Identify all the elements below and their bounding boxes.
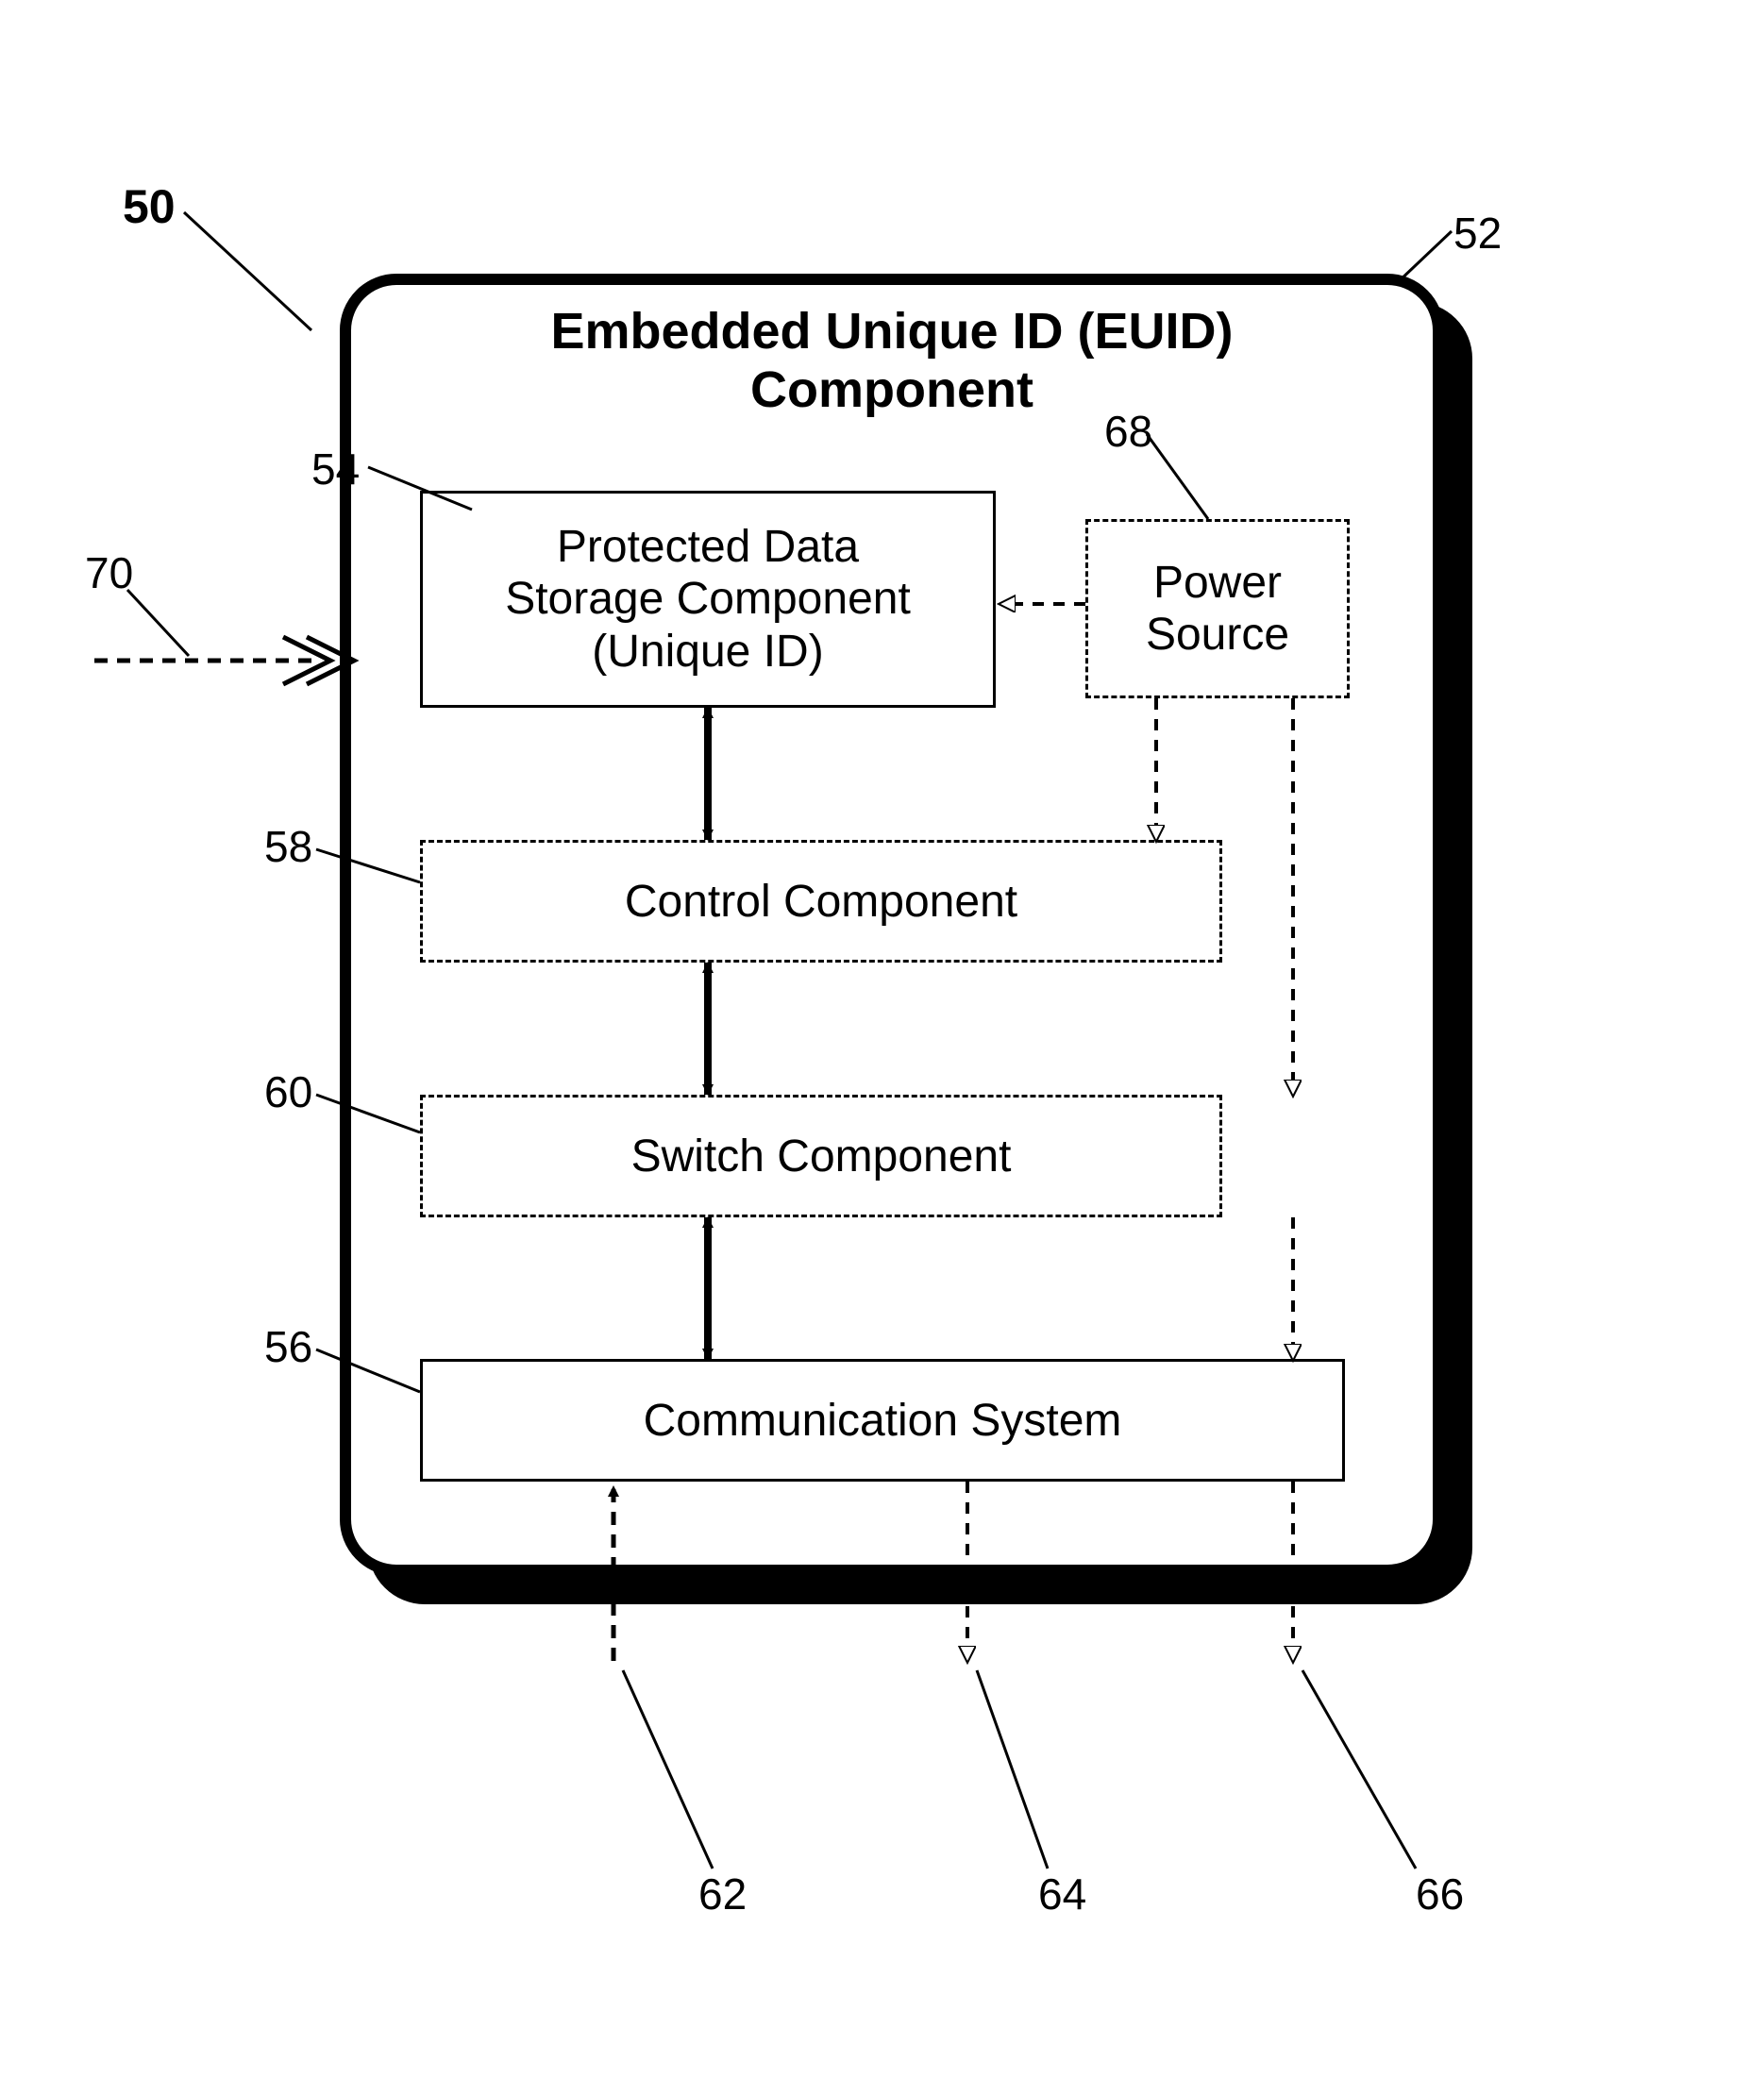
power-source-box: Power Source (1085, 519, 1350, 698)
leader-66 (1302, 1670, 1416, 1869)
ref-52: 52 (1453, 208, 1502, 259)
power-line1: Power (1153, 558, 1282, 608)
arrow-external-70-chev1 (283, 637, 330, 684)
switch-line1: Switch Component (631, 1131, 1012, 1182)
ref-56: 56 (264, 1321, 312, 1372)
control-line1: Control Component (625, 876, 1017, 928)
diagram-canvas: Embedded Unique ID (EUID) Component Prot… (0, 0, 1764, 2095)
storage-line3: (Unique ID) (592, 627, 823, 677)
comm-line1: Communication System (644, 1395, 1122, 1447)
ref-66: 66 (1416, 1869, 1464, 1919)
ref-70: 70 (85, 547, 133, 598)
ref-50: 50 (123, 179, 176, 234)
title-line2: Component (750, 361, 1033, 418)
leader-52 (1397, 231, 1452, 283)
ref-64: 64 (1038, 1869, 1086, 1919)
storage-line1: Protected Data (557, 522, 859, 572)
leader-64 (977, 1670, 1048, 1869)
ref-62: 62 (698, 1869, 747, 1919)
main-box-title: Embedded Unique ID (EUID) Component (340, 302, 1444, 419)
switch-component-box: Switch Component (420, 1095, 1222, 1217)
protected-data-storage-box: Protected Data Storage Component (Unique… (420, 491, 996, 708)
leader-62 (623, 1670, 713, 1869)
ref-58: 58 (264, 821, 312, 872)
storage-line2: Storage Component (505, 574, 911, 624)
leader-70 (127, 590, 189, 656)
power-line2: Source (1146, 610, 1289, 660)
title-line1: Embedded Unique ID (EUID) (550, 303, 1233, 360)
control-component-box: Control Component (420, 840, 1222, 963)
leader-50 (184, 212, 311, 330)
ref-68: 68 (1104, 406, 1152, 457)
ref-60: 60 (264, 1066, 312, 1117)
communication-system-box: Communication System (420, 1359, 1345, 1482)
ref-54: 54 (311, 444, 360, 494)
